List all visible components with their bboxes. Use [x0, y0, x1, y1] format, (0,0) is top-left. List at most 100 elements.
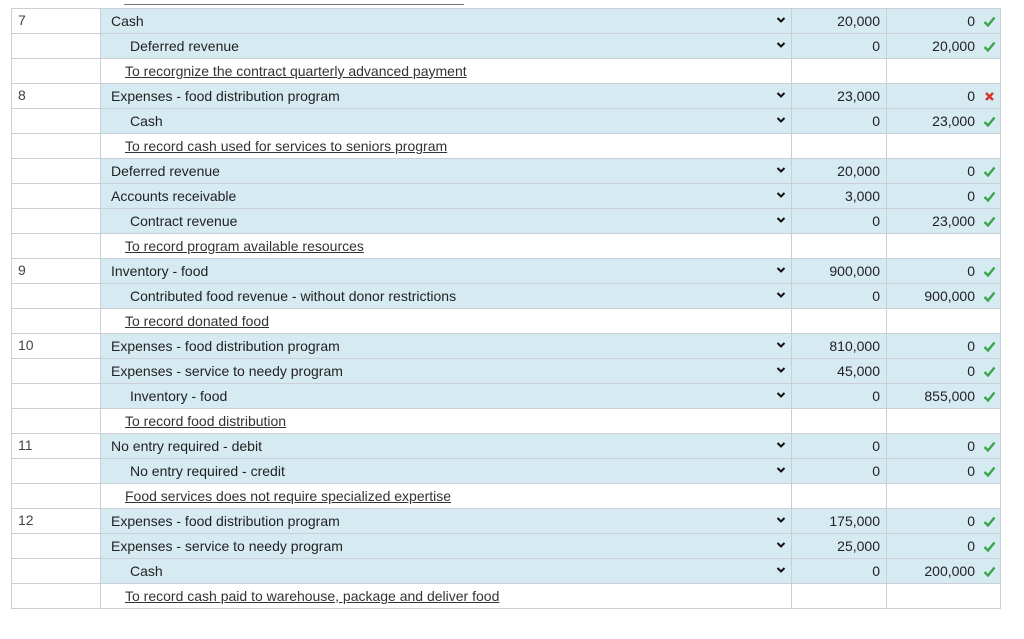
credit-amount-input[interactable]: 0	[886, 183, 1001, 209]
debit-amount-input[interactable]: 0	[791, 458, 887, 484]
credit-amount-value: 0	[967, 513, 975, 529]
journal-entry-row: 9 Inventory - food 900,000 0	[11, 258, 1001, 284]
journal-description-row: Food services does not require specializ…	[11, 483, 1001, 509]
entry-description[interactable]: To record food distribution	[100, 408, 792, 434]
account-select[interactable]: Cash	[100, 8, 792, 34]
chevron-down-icon[interactable]	[776, 40, 786, 50]
credit-amount-input[interactable]: 0	[886, 258, 1001, 284]
credit-amount-input[interactable]: 0	[886, 458, 1001, 484]
debit-amount-input[interactable]: 0	[791, 108, 887, 134]
journal-entry-row: 10 Expenses - food distribution program 81…	[11, 333, 1001, 359]
entry-description[interactable]: To record donated food	[100, 308, 792, 334]
transaction-number: 9	[11, 258, 101, 284]
credit-amount-input[interactable]: 0	[886, 8, 1001, 34]
account-select[interactable]: Contributed food revenue - without donor…	[100, 283, 792, 309]
debit-amount-input[interactable]: 25,000	[791, 533, 887, 559]
debit-amount-input[interactable]: 0	[791, 383, 887, 409]
chevron-down-icon[interactable]	[776, 465, 786, 475]
debit-amount-input[interactable]: 0	[791, 33, 887, 59]
chevron-down-icon[interactable]	[776, 90, 786, 100]
entry-description[interactable]: To record cash paid to warehouse, packag…	[100, 583, 792, 609]
entry-description[interactable]: To record cash used for services to seni…	[100, 133, 792, 159]
debit-amount-input[interactable]: 0	[791, 208, 887, 234]
account-select[interactable]: Inventory - food	[100, 258, 792, 284]
account-select[interactable]: Contract revenue	[100, 208, 792, 234]
credit-amount-input[interactable]: 0	[886, 158, 1001, 184]
journal-entry-row: 7 Cash 20,000 0	[11, 8, 1001, 34]
credit-amount-input[interactable]: 20,000	[886, 33, 1001, 59]
journal-entry-row: Cash 0 200,000	[11, 558, 1001, 584]
debit-amount-input	[791, 408, 887, 434]
account-select[interactable]: Inventory - food	[100, 383, 792, 409]
account-select[interactable]: Expenses - service to needy program	[100, 533, 792, 559]
account-select[interactable]: Expenses - food distribution program	[100, 508, 792, 534]
credit-amount-input[interactable]: 855,000	[886, 383, 1001, 409]
chevron-down-icon[interactable]	[776, 215, 786, 225]
debit-amount-input[interactable]: 0	[791, 283, 887, 309]
debit-amount-input[interactable]: 0	[791, 558, 887, 584]
entry-description-text: Food services does not require specializ…	[125, 488, 452, 504]
credit-amount-value: 0	[967, 463, 975, 479]
debit-amount-input[interactable]: 175,000	[791, 508, 887, 534]
entry-description[interactable]: To recorgnize the contract quarterly adv…	[100, 58, 792, 84]
debit-amount-input[interactable]: 900,000	[791, 258, 887, 284]
entry-description-text: To record cash paid to warehouse, packag…	[125, 588, 500, 604]
chevron-down-icon[interactable]	[776, 265, 786, 275]
account-name: Expenses - food distribution program	[111, 88, 340, 104]
credit-amount-input[interactable]: 0	[886, 358, 1001, 384]
credit-amount-input	[886, 233, 1001, 259]
entry-description[interactable]: To record program available resources	[100, 233, 792, 259]
credit-amount-input[interactable]: 200,000	[886, 558, 1001, 584]
account-select[interactable]: No entry required - debit	[100, 433, 792, 459]
chevron-down-icon[interactable]	[776, 565, 786, 575]
debit-amount-input[interactable]: 0	[791, 433, 887, 459]
account-name: Inventory - food	[111, 263, 209, 279]
check-icon	[983, 166, 996, 178]
chevron-down-icon[interactable]	[776, 290, 786, 300]
chevron-down-icon[interactable]	[776, 540, 786, 550]
credit-amount-input[interactable]: 23,000	[886, 208, 1001, 234]
credit-amount-input[interactable]: 0	[886, 533, 1001, 559]
credit-amount-input[interactable]: 0	[886, 433, 1001, 459]
check-icon	[983, 216, 996, 228]
debit-amount-input[interactable]: 810,000	[791, 333, 887, 359]
credit-amount-input[interactable]: 0	[886, 83, 1001, 109]
debit-amount-input[interactable]: 3,000	[791, 183, 887, 209]
debit-amount-input[interactable]: 20,000	[791, 8, 887, 34]
journal-entry-row: Expenses - service to needy program 45,00…	[11, 358, 1001, 384]
account-select[interactable]: Deferred revenue	[100, 33, 792, 59]
chevron-down-icon[interactable]	[776, 390, 786, 400]
credit-amount-input[interactable]: 900,000	[886, 283, 1001, 309]
debit-amount-input[interactable]: 23,000	[791, 83, 887, 109]
chevron-down-icon[interactable]	[776, 340, 786, 350]
chevron-down-icon[interactable]	[776, 165, 786, 175]
credit-amount-input[interactable]: 23,000	[886, 108, 1001, 134]
credit-amount-value: 0	[967, 363, 975, 379]
chevron-down-icon[interactable]	[776, 15, 786, 25]
credit-amount-input[interactable]: 0	[886, 333, 1001, 359]
account-select[interactable]: No entry required - credit	[100, 458, 792, 484]
transaction-number: 10	[11, 333, 101, 359]
journal-entry-row: Inventory - food 0 855,000	[11, 383, 1001, 409]
debit-amount-input[interactable]: 45,000	[791, 358, 887, 384]
credit-amount-value: 0	[967, 188, 975, 204]
transaction-number-label: 9	[18, 262, 26, 278]
account-select[interactable]: Cash	[100, 108, 792, 134]
debit-amount-input[interactable]: 20,000	[791, 158, 887, 184]
check-icon	[983, 541, 996, 553]
chevron-down-icon[interactable]	[776, 190, 786, 200]
account-select[interactable]: Deferred revenue	[100, 158, 792, 184]
account-select[interactable]: Expenses - food distribution program	[100, 83, 792, 109]
check-icon	[983, 41, 996, 53]
entry-description-text: To record program available resources	[125, 238, 364, 254]
chevron-down-icon[interactable]	[776, 440, 786, 450]
account-select[interactable]: Accounts receivable	[100, 183, 792, 209]
account-select[interactable]: Expenses - service to needy program	[100, 358, 792, 384]
account-select[interactable]: Expenses - food distribution program	[100, 333, 792, 359]
chevron-down-icon[interactable]	[776, 365, 786, 375]
entry-description[interactable]: Food services does not require specializ…	[100, 483, 792, 509]
account-select[interactable]: Cash	[100, 558, 792, 584]
credit-amount-input[interactable]: 0	[886, 508, 1001, 534]
chevron-down-icon[interactable]	[776, 515, 786, 525]
chevron-down-icon[interactable]	[776, 115, 786, 125]
